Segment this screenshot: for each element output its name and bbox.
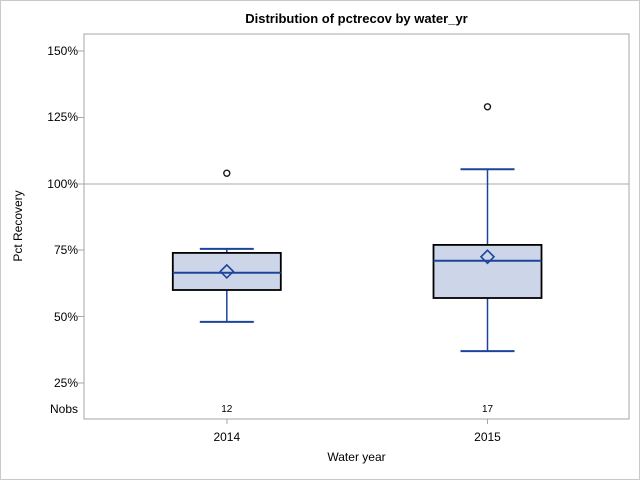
y-tick-label: 125%: [47, 110, 78, 125]
y-tick-label: 50%: [53, 309, 78, 324]
y-tick-label: 100%: [47, 176, 78, 191]
x-tick-label-2014: 2014: [213, 430, 241, 444]
chart-title: Distribution of pctrecov by water_yr: [245, 11, 468, 26]
outlier-point-2014: [223, 169, 231, 177]
nobs-value-2014: 12: [221, 404, 233, 415]
y-tick-label: 75%: [53, 243, 78, 258]
iqr-box-2015: [432, 243, 543, 299]
nobs-value-2015: 17: [481, 404, 494, 415]
mean-marker-2015: [479, 249, 496, 265]
nobs-row-label: Nobs: [49, 402, 78, 416]
y-tick-label: 25%: [53, 376, 78, 390]
y-tick-label: 150%: [47, 44, 78, 58]
outlier-point-2015: [483, 103, 492, 111]
x-tick-label-2015: 2015: [474, 430, 501, 444]
mean-marker-2014: [219, 263, 235, 280]
plot-frame: [83, 33, 630, 420]
x-axis-title: Water year: [327, 450, 386, 464]
iqr-box-2014: [171, 251, 282, 291]
